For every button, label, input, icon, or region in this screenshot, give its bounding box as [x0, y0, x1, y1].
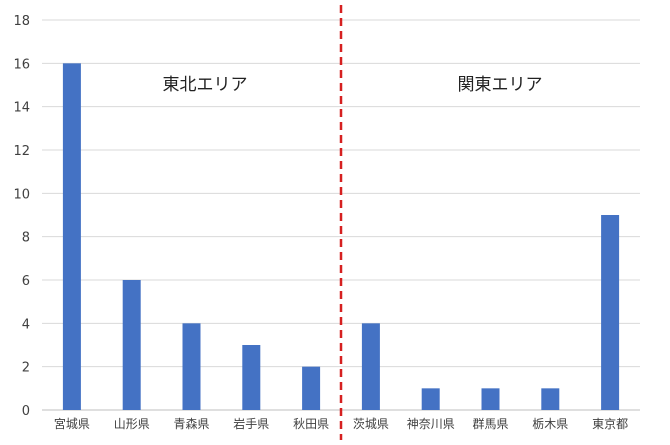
y-tick-label: 16 [13, 57, 30, 72]
x-category-label: 茨城県 [353, 417, 389, 431]
bar [182, 323, 201, 410]
bar [601, 215, 620, 410]
y-tick-label: 18 [13, 14, 30, 29]
x-category-label: 神奈川県 [407, 417, 455, 431]
region-label-tohoku: 東北エリア [163, 75, 248, 95]
region-labels: 東北エリア 関東エリア [163, 75, 543, 95]
region-label-kanto: 関東エリア [458, 75, 543, 95]
bar [62, 63, 81, 410]
y-tick-label: 4 [22, 317, 30, 332]
x-axis-category-labels: 宮城県 山形県 青森県 岩手県 秋田県 茨城県 神奈川県 群馬県 栃木県 東京都 [54, 416, 628, 431]
x-category-label: 岩手県 [233, 416, 269, 431]
bar [122, 280, 141, 410]
x-category-label: 群馬県 [472, 417, 508, 431]
y-tick-label: 14 [13, 101, 30, 116]
y-tick-label: 8 [22, 231, 30, 246]
y-tick-label: 2 [22, 361, 30, 376]
bars [62, 63, 620, 410]
x-category-label: 東京都 [592, 417, 628, 431]
x-category-label: 栃木県 [532, 417, 568, 431]
y-tick-label: 0 [22, 404, 30, 419]
x-category-label: 青森県 [173, 416, 209, 431]
bar [361, 323, 380, 410]
bar [242, 345, 261, 410]
y-tick-label: 6 [22, 274, 30, 289]
y-axis-tick-labels: 0 2 4 6 8 10 12 14 16 18 [13, 14, 30, 419]
x-category-label: 山形県 [114, 417, 150, 431]
bar [421, 388, 440, 410]
x-category-label: 秋田県 [293, 417, 329, 431]
bar [302, 366, 321, 410]
x-category-label: 宮城県 [54, 416, 90, 431]
y-tick-label: 12 [13, 144, 30, 159]
bar [541, 388, 560, 410]
bar [481, 388, 500, 410]
y-tick-label: 10 [13, 187, 30, 202]
